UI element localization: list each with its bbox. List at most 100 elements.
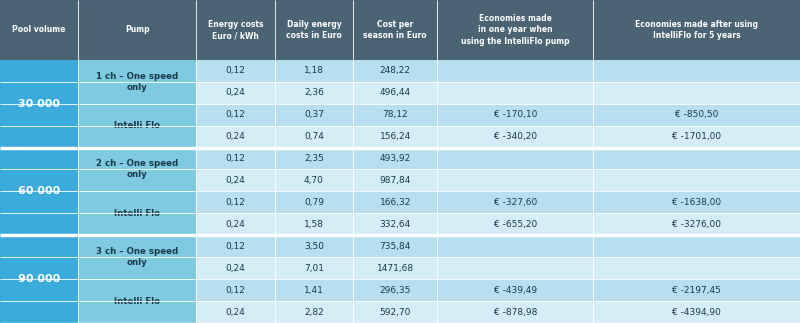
Bar [197,148,275,170]
Bar [275,170,354,191]
Bar [197,60,275,82]
Bar [437,257,594,279]
Text: 493,92: 493,92 [379,154,411,163]
Text: 0,12: 0,12 [226,154,246,163]
Bar [354,170,437,191]
Text: 3 ch – One speed
only: 3 ch – One speed only [96,247,178,267]
Text: Intelli Flo: Intelli Flo [114,121,160,130]
Bar [275,104,354,126]
Bar [437,191,594,213]
Bar [275,148,354,170]
Bar [197,235,275,257]
Text: € -1701,00: € -1701,00 [672,132,721,141]
Bar [275,213,354,235]
Bar [197,279,275,301]
Bar [275,60,354,82]
Bar [437,126,594,148]
Bar [354,60,437,82]
Text: 1,58: 1,58 [304,220,324,229]
Text: € -340,20: € -340,20 [494,132,537,141]
Text: € -2197,45: € -2197,45 [672,286,721,295]
Bar [594,170,800,191]
Bar [594,257,800,279]
Text: 0,12: 0,12 [226,110,246,119]
Bar [594,191,800,213]
Bar [354,104,437,126]
Bar [0,235,78,257]
Bar [594,126,800,148]
Text: € -850,50: € -850,50 [675,110,718,119]
Bar [354,191,437,213]
Text: 496,44: 496,44 [380,88,410,97]
Bar [354,301,437,323]
Bar [354,82,437,104]
Bar [437,235,594,257]
Bar [354,257,437,279]
Bar [275,82,354,104]
Bar [197,191,275,213]
Text: 735,84: 735,84 [379,242,411,251]
Text: Economies made after using
IntelliFlo for 5 years: Economies made after using IntelliFlo fo… [635,20,758,40]
Bar [0,148,78,170]
Text: 0,24: 0,24 [226,88,246,97]
Bar [78,191,196,213]
Text: 1 ch – One speed
only: 1 ch – One speed only [96,72,178,92]
Text: € -4394,90: € -4394,90 [672,307,721,317]
Bar [78,104,196,126]
Bar [197,170,275,191]
Text: Cost per
season in Euro: Cost per season in Euro [363,20,427,40]
Bar [594,60,800,82]
Bar [78,126,196,148]
Bar [275,126,354,148]
Bar [594,148,800,170]
Bar [197,257,275,279]
Text: Intelli Flo: Intelli Flo [114,209,160,218]
Bar [0,213,78,235]
Text: 0,24: 0,24 [226,264,246,273]
Bar [78,82,196,104]
Text: 0,12: 0,12 [226,242,246,251]
Bar [78,257,196,279]
Text: € -1638,00: € -1638,00 [672,198,721,207]
Text: € -439,49: € -439,49 [494,286,537,295]
Text: € -327,60: € -327,60 [494,198,537,207]
Text: 0,12: 0,12 [226,286,246,295]
Text: Daily energy
costs in Euro: Daily energy costs in Euro [286,20,342,40]
Text: € -3276,00: € -3276,00 [672,220,721,229]
Bar [437,301,594,323]
Bar [78,170,196,191]
Text: Intelli Flo: Intelli Flo [114,297,160,306]
Text: 0,24: 0,24 [226,176,246,185]
Text: 3,50: 3,50 [304,242,324,251]
Bar [0,60,78,82]
Bar [197,213,275,235]
Text: Economies made
in one year when
using the IntelliFlo pump: Economies made in one year when using th… [461,14,570,46]
Text: 248,22: 248,22 [380,66,410,75]
Text: 1,41: 1,41 [304,286,324,295]
Text: 78,12: 78,12 [382,110,408,119]
Bar [594,213,800,235]
Bar [354,235,437,257]
Bar [437,60,594,82]
Bar [0,126,78,148]
Text: 0,74: 0,74 [304,132,324,141]
Bar [594,279,800,301]
Text: 1471,68: 1471,68 [377,264,414,273]
Text: 7,01: 7,01 [304,264,324,273]
Bar [275,301,354,323]
Bar [437,148,594,170]
Text: 30 000: 30 000 [18,99,60,109]
Text: 2,82: 2,82 [304,307,324,317]
Text: Pool volume: Pool volume [12,26,66,34]
Bar [197,104,275,126]
Text: 0,37: 0,37 [304,110,324,119]
Bar [275,235,354,257]
Text: 4,70: 4,70 [304,176,324,185]
Bar [437,170,594,191]
Text: 987,84: 987,84 [379,176,411,185]
Bar [78,148,196,170]
Bar [354,279,437,301]
Bar [0,0,800,60]
Bar [594,235,800,257]
Text: 156,24: 156,24 [379,132,411,141]
